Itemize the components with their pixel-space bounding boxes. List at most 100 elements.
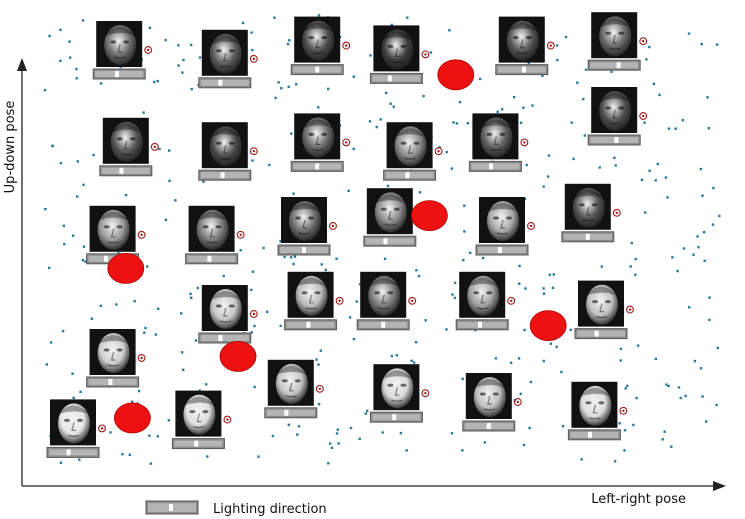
scatter-point — [59, 59, 62, 62]
eye-shape — [77, 418, 83, 422]
mouth-shape — [404, 157, 416, 160]
scatter-point — [48, 34, 51, 38]
red-markers — [107, 59, 567, 434]
hair-shape — [209, 291, 241, 300]
red-marker — [437, 59, 475, 91]
face-thumbnail — [369, 25, 430, 84]
face-thumbnail — [587, 12, 648, 71]
scatter-point — [253, 324, 256, 328]
face-thumbnail — [86, 329, 146, 388]
face-thumbnail — [455, 271, 516, 331]
scatter-point — [99, 82, 103, 85]
scatter-point — [293, 255, 297, 258]
nose-shape — [487, 395, 492, 405]
scatter-point — [295, 83, 298, 86]
lighting-bar-inner — [95, 71, 144, 77]
scatter-point — [706, 96, 709, 99]
nose-shape — [308, 294, 314, 304]
eye-shape — [605, 31, 612, 35]
scatter-point — [168, 149, 171, 152]
lighting-knob — [284, 409, 289, 416]
hair-shape — [572, 189, 604, 199]
lighting-direction-icon — [150, 142, 159, 151]
lighting-direction-dot — [424, 392, 427, 395]
face-thumbnail — [185, 205, 245, 265]
scatter-point — [560, 370, 563, 374]
scatter-point — [422, 94, 425, 98]
hair-shape — [110, 123, 142, 133]
scatter-point — [410, 359, 413, 362]
lighting-knob — [486, 423, 491, 429]
lighting-direction-icon — [137, 354, 146, 362]
nose-shape — [612, 35, 618, 44]
scatter-point — [202, 180, 205, 183]
lighting-direction-dot — [622, 409, 625, 412]
scatter-point — [500, 108, 504, 111]
lighting-knob — [392, 414, 397, 421]
scatter-point — [630, 241, 633, 245]
lighting-direction-icon — [342, 138, 351, 147]
mouth-shape — [114, 56, 126, 59]
scatter-point — [527, 61, 530, 65]
eye-shape — [525, 36, 532, 40]
lighting-direction-icon — [546, 41, 555, 50]
lighting-knob — [588, 431, 592, 438]
scatter-point — [424, 319, 427, 322]
mouth-shape — [219, 157, 232, 160]
lighting-bar-inner — [471, 163, 520, 170]
scatter-point — [684, 394, 687, 398]
scatter-point — [626, 384, 629, 388]
scatter-point — [62, 224, 65, 227]
scatter-point — [661, 438, 664, 441]
nose-shape — [71, 422, 76, 431]
scatter-point — [702, 231, 706, 234]
face-thumbnail — [277, 197, 337, 256]
scatter-point — [335, 432, 339, 435]
hair-shape — [394, 128, 426, 138]
eye-shape — [314, 291, 321, 295]
lighting-bar-inner — [590, 137, 639, 143]
mouth-shape — [595, 316, 608, 319]
scatter-point — [614, 164, 617, 167]
lighting-direction-dot — [615, 211, 618, 214]
scatter-point — [624, 387, 627, 390]
scatter-point — [327, 462, 330, 465]
mouth-shape — [384, 223, 397, 226]
lighting-direction-icon — [236, 230, 245, 239]
scatter-point — [711, 223, 715, 226]
mouth-shape — [312, 52, 324, 55]
scatter-point — [718, 214, 721, 218]
lighting-direction-dot — [239, 233, 242, 236]
scatter-point — [347, 189, 350, 192]
scatter-point — [174, 199, 177, 202]
lighting-bar-inner — [385, 172, 434, 179]
scatter-point — [266, 310, 269, 314]
face-icon — [104, 25, 137, 65]
legend: Lighting direction — [145, 500, 327, 517]
scatter-point — [670, 445, 673, 448]
scatter-point — [635, 396, 638, 400]
mouth-shape — [391, 60, 403, 63]
scatter-point — [682, 247, 686, 250]
lighting-direction-dot — [516, 400, 519, 404]
scatter-point — [582, 97, 585, 101]
y-axis-label: Up-down pose — [3, 101, 18, 194]
scatter-point — [613, 460, 617, 463]
scatter-point — [71, 372, 74, 375]
mouth-shape — [378, 307, 390, 310]
face-icon — [295, 275, 328, 316]
scatter-point — [280, 87, 283, 90]
mouth-shape — [496, 232, 509, 235]
lighting-direction-dot — [140, 233, 143, 236]
lighting-direction-dot — [523, 141, 526, 144]
scatter-point — [251, 270, 255, 273]
eye-shape — [585, 401, 592, 405]
hair-shape — [487, 203, 518, 212]
eye-shape — [479, 392, 486, 396]
nose-shape — [520, 39, 525, 49]
lighting-direction-icon — [612, 208, 621, 217]
scatter-point — [466, 122, 469, 125]
scatter-point — [524, 287, 527, 290]
eye-shape — [400, 44, 407, 49]
scatter-point — [458, 100, 462, 104]
